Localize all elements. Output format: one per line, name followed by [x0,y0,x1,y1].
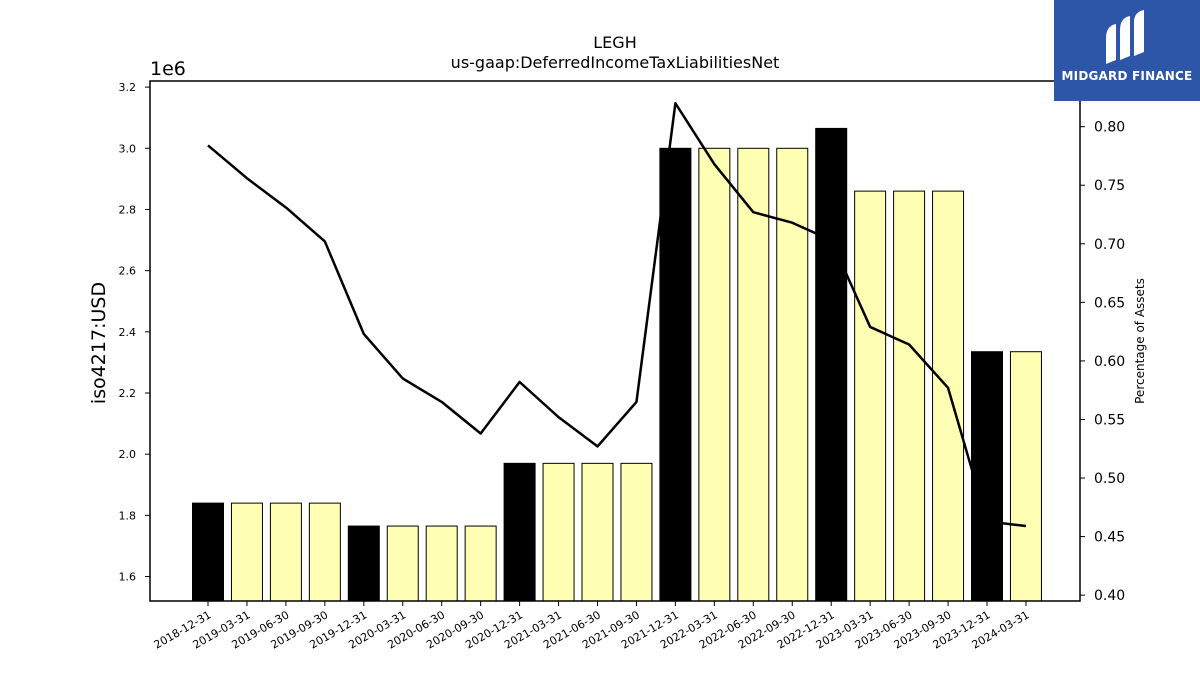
y2-tick-label: 0.45 [1094,530,1125,546]
y2-tick-label: 0.40 [1094,588,1125,604]
y-tick-label: 2.2 [119,387,137,400]
bar-2019-03-31 [230,502,263,602]
bar-2019-09-30 [308,502,341,602]
bar-2023-06-30 [893,190,926,602]
percentage-line [207,102,1027,528]
y-tick-label: 1.8 [119,509,137,522]
bar-2022-03-31 [698,147,731,602]
y2-tick-label: 0.65 [1094,295,1125,311]
line-group [207,102,1027,528]
y2-tick-label: 0.80 [1094,120,1125,136]
bars-group [192,127,1042,602]
bar-2024-03-31 [1009,351,1042,602]
bar-2021-06-30 [581,462,614,602]
bar-2021-09-30 [620,462,653,602]
bar-2023-09-30 [932,190,965,602]
y2-tick-label: 0.70 [1094,237,1125,253]
bar-2020-03-31 [386,525,419,602]
y-axis-label: iso4217:USD [88,282,110,404]
y-tick-label: 2.0 [119,448,137,461]
bar-2022-09-30 [776,147,809,602]
bar-2023-03-31 [854,190,887,602]
y-tick-label: 3.2 [119,81,137,94]
y2-axis-label: Percentage of Assets [1133,278,1147,404]
bar-2021-03-31 [542,462,575,602]
y2-tick-label: 0.75 [1094,178,1125,194]
y-tick-label: 1.6 [119,571,137,584]
y-tick-label: 2.8 [119,203,137,216]
bar-2020-12-31 [503,462,536,602]
logo: MIDGARD FINANCE [1054,0,1200,101]
y2-tick-label: 0.50 [1094,471,1125,487]
y-offset-label: 1e6 [150,58,186,80]
chart-title: LEGH [593,33,636,52]
logo-text: MIDGARD FINANCE [1061,69,1193,83]
bar-2020-09-30 [464,525,497,602]
bar-2019-06-30 [269,502,302,602]
plot-frame [149,80,1081,602]
bar-2022-12-31 [815,127,848,602]
y2-tick-label: 0.55 [1094,412,1125,428]
y2-tick-label: 0.60 [1094,354,1125,370]
bar-2019-12-31 [347,525,380,602]
y-tick-label: 2.4 [119,326,137,339]
y-tick-label: 2.6 [119,265,137,278]
bar-2023-12-31 [971,351,1003,602]
bar-2018-12-31 [192,502,224,602]
y-tick-label: 3.0 [119,142,137,155]
chart-subtitle: us-gaap:DeferredIncomeTaxLiabilitiesNet [451,53,780,72]
bar-2022-06-30 [737,147,770,602]
bar-2020-06-30 [425,525,458,602]
bar-2021-12-31 [659,147,692,602]
logo-mark-icon [1106,10,1144,64]
